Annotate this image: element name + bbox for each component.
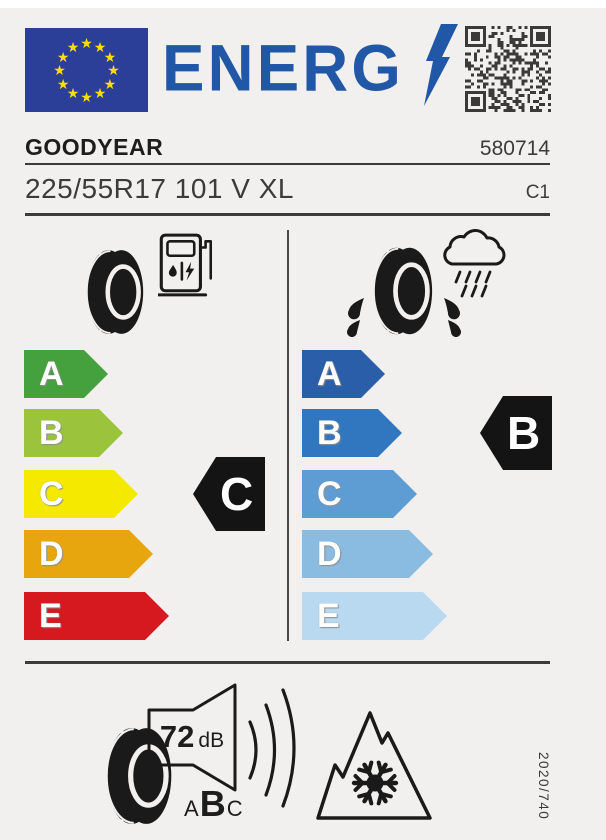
- fuel-class-row-e: E: [24, 592, 169, 640]
- eu-star-icon: ★: [103, 48, 117, 65]
- fuel-class-label: C: [39, 474, 64, 513]
- eu-star-icon: ★: [80, 89, 93, 105]
- snowflake-mountain-icon: [316, 711, 432, 820]
- wet-class-label: D: [317, 534, 342, 573]
- divider-brand: [25, 163, 550, 165]
- wet-class-row-c: C: [302, 470, 417, 518]
- wet-class-label: E: [317, 596, 340, 635]
- fuel-class-label: A: [39, 354, 64, 393]
- fuel-class-label: B: [39, 413, 64, 452]
- fuel-selected-class: C: [220, 468, 254, 520]
- eu-star-icon: ★: [56, 48, 70, 65]
- eu-star-icon: ★: [56, 75, 70, 92]
- rain-cloud-icon: [443, 229, 506, 298]
- fuel-class-row-c: C: [24, 470, 138, 518]
- wet-class-row-b: B: [302, 409, 402, 457]
- noise-class-scale: A B C: [184, 783, 243, 825]
- noise-class-a: A: [184, 796, 199, 821]
- noise-speaker-icon: [147, 683, 296, 808]
- eu-star-icon: ★: [53, 62, 66, 78]
- noise-class-c: C: [226, 796, 243, 821]
- brand-name: GOODYEAR: [25, 134, 164, 160]
- eu-flag: ★ ★ ★ ★ ★ ★ ★ ★ ★ ★ ★ ★: [25, 28, 148, 112]
- wet-class-label: B: [317, 413, 342, 452]
- vehicle-class: C1: [525, 182, 550, 203]
- fuel-class-row-b: B: [24, 409, 123, 457]
- regulation-number: 2020/740: [536, 752, 551, 821]
- wet-class-label: A: [317, 354, 342, 393]
- article-number: 580714: [479, 137, 550, 160]
- tire-icon-wet: [372, 244, 434, 338]
- fuel-pump-icon: [158, 233, 213, 297]
- tire-designation: 225/55R17 101 V XL: [25, 173, 294, 204]
- noise-value-group: 72 dB: [148, 719, 236, 755]
- column-divider: [287, 230, 289, 641]
- qr-code: [465, 26, 551, 112]
- fuel-class-row-d: D: [24, 530, 153, 578]
- water-splash-right-icon: [444, 298, 461, 337]
- eu-star-icon: ★: [80, 35, 93, 51]
- fuel-class-label: E: [39, 596, 62, 635]
- tire-icon-fuel: [85, 246, 145, 338]
- noise-value: 72: [159, 719, 195, 754]
- energy-logo-text: ENERG: [162, 31, 405, 105]
- divider-bottom: [25, 661, 550, 664]
- eu-star-icon: ★: [93, 85, 107, 102]
- wet-class-label: C: [317, 474, 342, 513]
- wet-class-row-d: D: [302, 530, 433, 578]
- water-splash-left-icon: [347, 298, 364, 337]
- eu-star-icon: ★: [66, 38, 80, 55]
- noise-class-b-selected: B: [199, 783, 226, 824]
- wet-selected-class: B: [507, 407, 541, 459]
- lightning-bolt-icon: [424, 24, 458, 106]
- eu-star-icon: ★: [103, 75, 117, 92]
- divider-size: [25, 213, 550, 216]
- noise-unit: dB: [198, 729, 225, 752]
- eu-star-icon: ★: [107, 62, 120, 78]
- eu-star-icon: ★: [66, 85, 80, 102]
- eu-star-icon: ★: [93, 38, 107, 55]
- wet-class-row-e: E: [302, 592, 447, 640]
- fuel-class-label: D: [39, 534, 64, 573]
